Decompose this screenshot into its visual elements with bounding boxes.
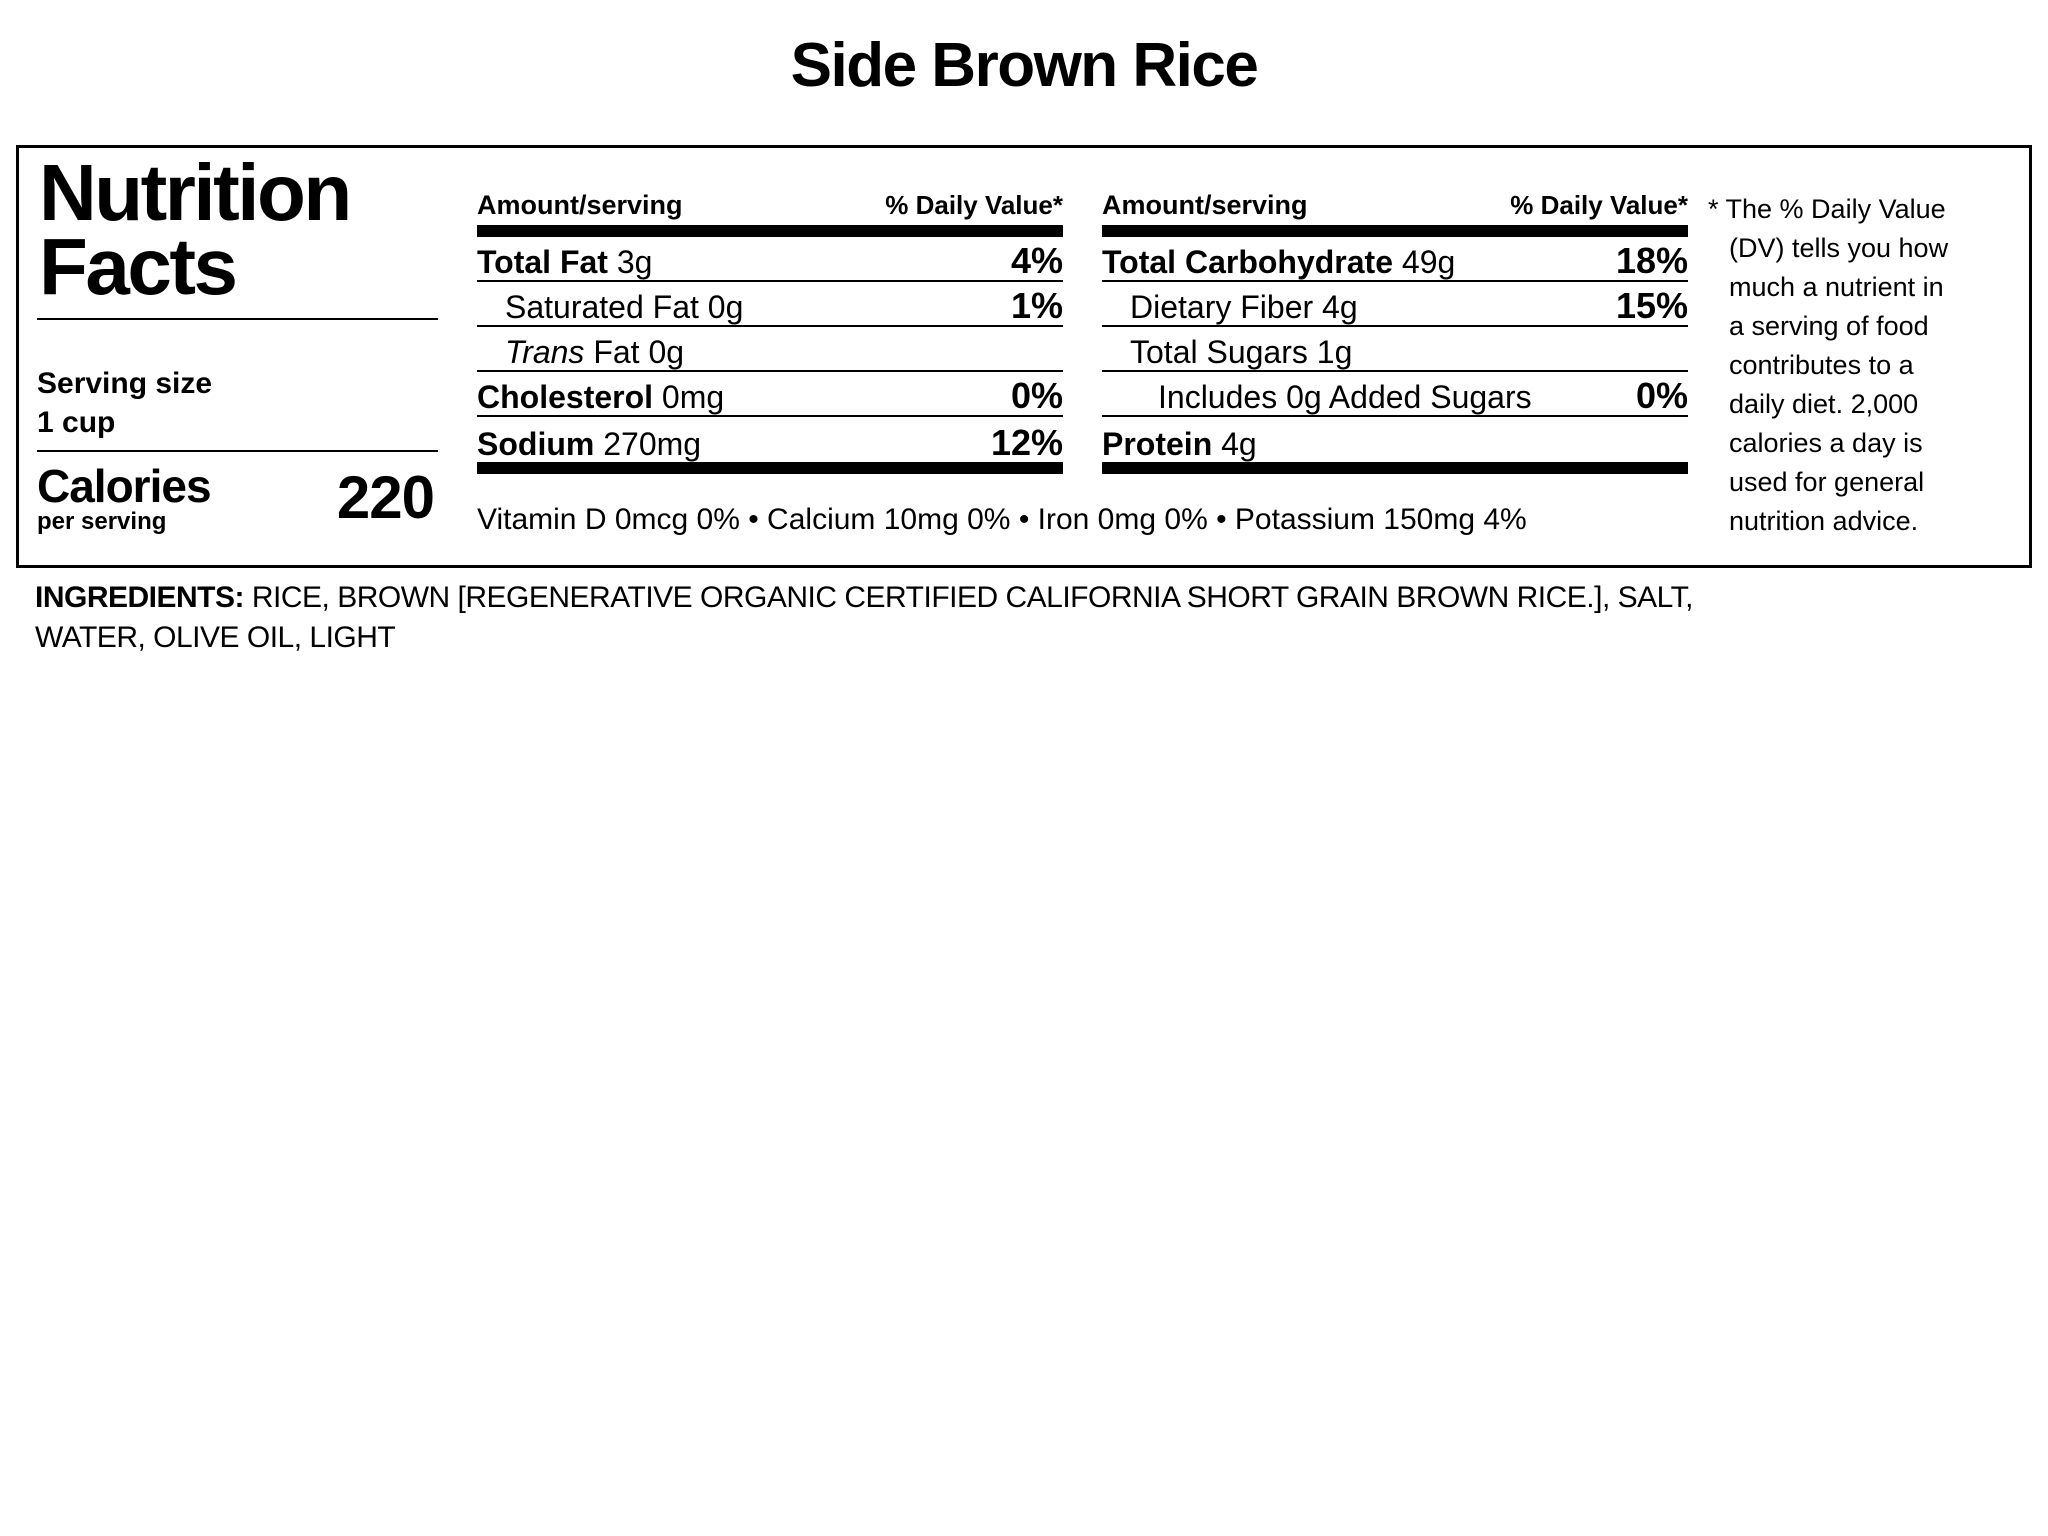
nutrient-row-total-carbohydrate: Total Carbohydrate 49g 18%: [1102, 237, 1688, 282]
column-header: Amount/serving % Daily Value*: [1102, 190, 1688, 221]
thick-bar: [477, 225, 1063, 237]
calories-value: 220: [336, 464, 435, 531]
thick-bar: [1102, 462, 1688, 474]
ingredients-label: INGREDIENTS:: [35, 581, 245, 614]
column-header: Amount/serving % Daily Value*: [477, 190, 1063, 221]
amount-per-serving-header: Amount/serving: [1102, 190, 1308, 220]
daily-value-header: % Daily Value*: [1510, 190, 1688, 220]
nutrient-row-dietary-fiber: Dietary Fiber 4g 15%: [1102, 282, 1688, 327]
heading-line-2: Facts: [39, 222, 238, 311]
nutrition-facts-label: Nutrition Facts Serving size 1 cup Calor…: [16, 145, 2032, 568]
daily-value: 15%: [1615, 285, 1688, 326]
daily-value: 0%: [1635, 375, 1688, 416]
nutrient-rows: Total Carbohydrate 49g 18% Dietary Fiber…: [1102, 237, 1688, 462]
serving-size: Serving size 1 cup: [37, 364, 212, 442]
nutrient-row-total-sugars: Total Sugars 1g: [1102, 327, 1688, 372]
nutrition-facts-heading: Nutrition Facts: [39, 148, 352, 311]
page-title: Side Brown Rice: [790, 31, 1259, 100]
nutrient-rows: Total Fat 3g 4% Saturated Fat 0g 1% Tran…: [477, 237, 1063, 462]
nutrient-row-cholesterol: Cholesterol 0mg 0%: [477, 372, 1063, 417]
serving-size-label: Serving size: [37, 367, 213, 400]
ingredients-text: RICE, BROWN [REGENERATIVE ORGANIC CERTIF…: [244, 581, 1694, 614]
nutrient-row-sodium: Sodium 270mg 12%: [477, 422, 1063, 463]
divider: [37, 450, 438, 452]
vitamins-minerals-line: Vitamin D 0mcg 0% • Calcium 10mg 0% • Ir…: [477, 503, 1527, 536]
heading-line-1: Nutrition: [39, 148, 352, 237]
thick-bar: [477, 462, 1063, 474]
calories: Calories per serving: [37, 460, 212, 536]
daily-value: 4%: [1010, 240, 1063, 281]
divider: [37, 318, 438, 320]
ingredients-line-1: INGREDIENTS: RICE, BROWN [REGENERATIVE O…: [35, 578, 1693, 618]
nutrient-row-protein: Protein 4g: [1102, 426, 1257, 462]
nutrient-row-saturated-fat: Saturated Fat 0g 1%: [477, 282, 1063, 327]
calories-label: Calories: [37, 460, 212, 512]
ingredients: INGREDIENTS: RICE, BROWN [REGENERATIVE O…: [35, 578, 1693, 658]
daily-value-footnote: * The % Daily Value (DV) tells you how m…: [1708, 194, 1949, 536]
daily-value: 0%: [1010, 375, 1063, 416]
daily-value: 12%: [990, 422, 1063, 463]
daily-value-header: % Daily Value*: [885, 190, 1063, 220]
nutrient-row-added-sugars: Includes 0g Added Sugars 0%: [1102, 372, 1688, 417]
calories-sublabel: per serving: [37, 508, 167, 535]
nutrient-row-trans-fat: Trans Fat 0g: [477, 327, 1063, 372]
nutrient-row-total-fat: Total Fat 3g 4%: [477, 237, 1063, 282]
thick-bar: [1102, 225, 1688, 237]
ingredients-line-2: WATER, OLIVE OIL, LIGHT: [35, 621, 396, 654]
daily-value: 18%: [1615, 240, 1688, 281]
daily-value: 1%: [1010, 285, 1063, 326]
serving-size-value: 1 cup: [37, 406, 116, 439]
amount-per-serving-header: Amount/serving: [477, 190, 683, 220]
